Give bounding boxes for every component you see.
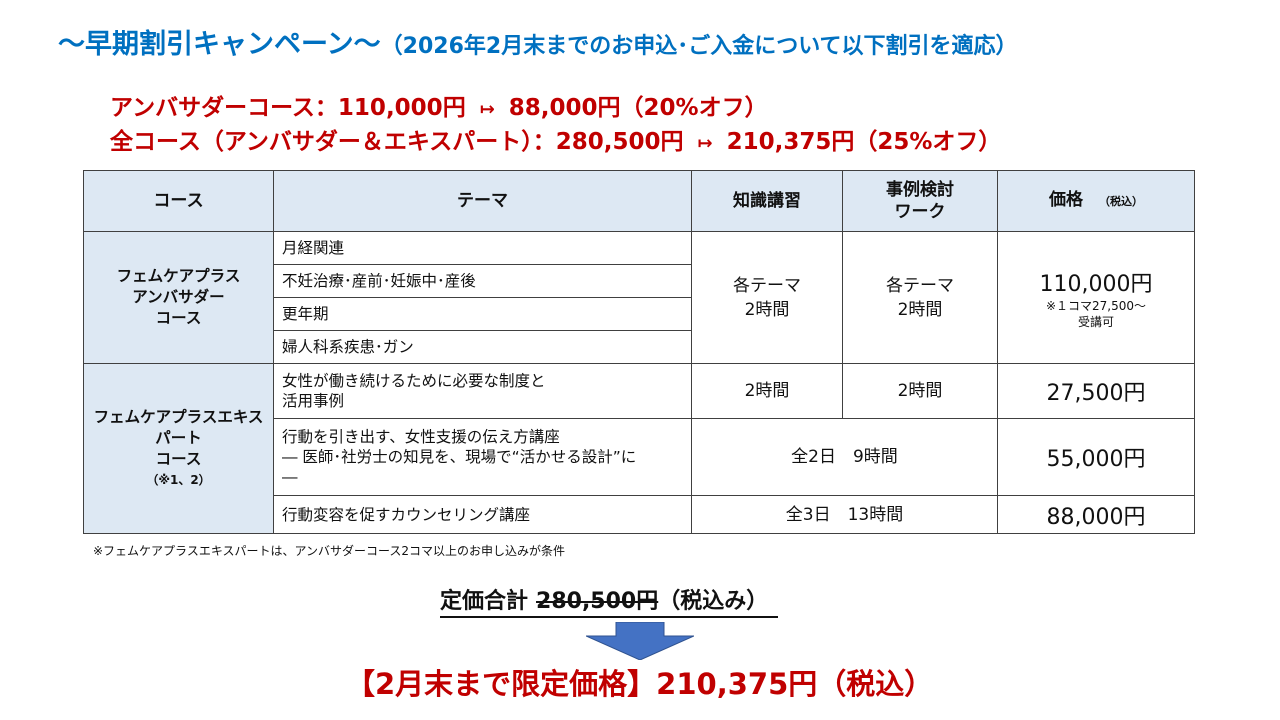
table-row: 行動を引き出す、女性支援の伝え方講座 ― 医師･社労士の知見を、現場で“活かせる… — [84, 418, 1195, 496]
campaign-title-sub: （2026年2月末までのお申込･ご入金について以下割引を適応） — [380, 34, 1018, 59]
course-line: アンバサダー — [132, 288, 225, 306]
table-row: 行動変容を促すカウンセリング講座 全3日 13時間 88,000円 — [84, 495, 1195, 534]
price-cell: 110,000円 ※１コマ27,500〜 受講可 — [997, 231, 1195, 364]
course-line: フェムケアプラスエキス — [93, 407, 264, 426]
theme-cell: 行動変容を促すカウンセリング講座 — [273, 495, 692, 534]
price-note: ※１コマ27,500〜 — [1045, 298, 1147, 313]
offer-before: アンバサダーコース：110,000円 — [110, 95, 466, 121]
table-row: 更年期 — [84, 297, 1195, 331]
casework-cell: 各テーマ 2時間 — [842, 231, 998, 364]
discount-offers: アンバサダーコース：110,000円 ↦ 88,000円（20%オフ） 全コース（ア… — [110, 92, 1001, 160]
offer-after: 88,000円（20%オフ） — [508, 95, 768, 121]
theme-line: 活用事例 — [282, 392, 345, 410]
duration-cell: 全2日 9時間 — [691, 418, 998, 496]
theme-line: 女性が働き続けるために必要な制度と — [282, 372, 546, 390]
campaign-title: 〜早期割引キャンペーン〜（2026年2月末までのお申込･ご入金について以下割引を… — [58, 22, 1018, 61]
offer-after: 210,375円（25%オフ） — [726, 129, 1002, 155]
header-casework-line2: ワーク — [894, 202, 946, 222]
theme-cell: 不妊治療･産前･妊娠中･産後 — [273, 264, 692, 298]
total-tax: （税込み） — [658, 589, 769, 614]
footnote: ※フェムケアプラスエキスパートは、アンバサダーコース2コマ以上のお申し込みが条件 — [93, 544, 566, 558]
header-price-note: （税込） — [1099, 195, 1143, 208]
table-row: フェムケアプラス アンバサダー コース 月経関連 各テーマ 2時間 各テーマ 2… — [83, 231, 1195, 364]
campaign-title-main: 〜早期割引キャンペーン〜 — [58, 29, 381, 60]
casework-line2: 2時間 — [897, 299, 943, 320]
price-cell: 27,500円 — [997, 363, 1195, 419]
limited-price: 【2月末まで限定価格】210,375円（税込） — [346, 667, 934, 701]
course-line: コース — [155, 309, 202, 327]
header-theme: テーマ — [273, 170, 692, 232]
table-row: 不妊治療･産前･妊娠中･産後 — [84, 264, 1195, 298]
header-course: コース — [83, 170, 274, 232]
price-cell: 88,000円 — [997, 495, 1195, 534]
knowledge-line2: 2時間 — [744, 299, 790, 320]
maps-to-arrow-icon: ↦ — [479, 99, 495, 120]
price-value: 110,000円 — [1039, 271, 1153, 297]
offer-before: 全コース（アンバサダー＆エキスパート）：280,500円 — [110, 129, 684, 155]
theme-cell: 婦人科系疾患･ガン — [273, 330, 692, 364]
casework-line1: 各テーマ — [886, 275, 954, 296]
list-price-total: 定価合計 280,500円（税込み） — [440, 583, 779, 618]
header-price-label: 価格 — [1049, 190, 1083, 210]
table-row: フェムケアプラスエキス パート コース （※1、2） 女性が働き続けるために必要… — [83, 363, 1195, 534]
price-cell: 55,000円 — [997, 418, 1195, 496]
header-knowledge-label: 知識講習 — [733, 191, 801, 211]
header-price: 価格 （税込） — [997, 170, 1195, 232]
total-label: 定価合計 — [440, 589, 529, 614]
table-header-row: コース テーマ 知識講習 事例検討 ワーク 価格 （税込） — [83, 170, 1195, 232]
course-note: （※1、2） — [146, 472, 211, 487]
course-line: コース — [155, 449, 202, 468]
theme-cell: 月経関連 — [273, 231, 692, 265]
knowledge-cell: 各テーマ 2時間 — [691, 231, 843, 364]
course-expert: フェムケアプラスエキス パート コース （※1、2） — [83, 363, 274, 534]
casework-cell: 2時間 — [842, 363, 998, 419]
offer-ambassador: アンバサダーコース：110,000円 ↦ 88,000円（20%オフ） — [110, 92, 1001, 126]
duration-cell: 全3日 13時間 — [691, 495, 998, 534]
header-casework-line1: 事例検討 — [886, 180, 954, 200]
course-pricing-table: コース テーマ 知識講習 事例検討 ワーク 価格 （税込） フェムケアプラス アンバ… — [83, 170, 1195, 534]
header-casework: 事例検討 ワーク — [842, 170, 998, 232]
down-arrow-icon — [586, 622, 694, 660]
theme-line: 行動を引き出す、女性支援の伝え方講座 — [282, 428, 560, 446]
total-amount-struck: 280,500円 — [536, 589, 659, 614]
price-note: 受講可 — [1077, 314, 1114, 329]
header-knowledge: 知識講習 — [691, 170, 843, 232]
course-line: パート — [155, 428, 202, 447]
theme-line: ― — [282, 468, 298, 486]
course-line: フェムケアプラス — [116, 267, 241, 285]
course-ambassador: フェムケアプラス アンバサダー コース — [83, 231, 274, 364]
theme-cell: 行動を引き出す、女性支援の伝え方講座 ― 医師･社労士の知見を、現場で“活かせる… — [273, 418, 692, 496]
knowledge-cell: 2時間 — [691, 363, 843, 419]
theme-cell: 女性が働き続けるために必要な制度と 活用事例 — [273, 363, 692, 419]
theme-line: ― 医師･社労士の知見を、現場で“活かせる設計”に — [282, 448, 637, 466]
knowledge-line1: 各テーマ — [733, 275, 801, 296]
offer-all-courses: 全コース（アンバサダー＆エキスパート）：280,500円 ↦ 210,375円（25… — [110, 126, 1001, 160]
maps-to-arrow-icon: ↦ — [697, 133, 713, 154]
theme-cell: 更年期 — [273, 297, 692, 331]
